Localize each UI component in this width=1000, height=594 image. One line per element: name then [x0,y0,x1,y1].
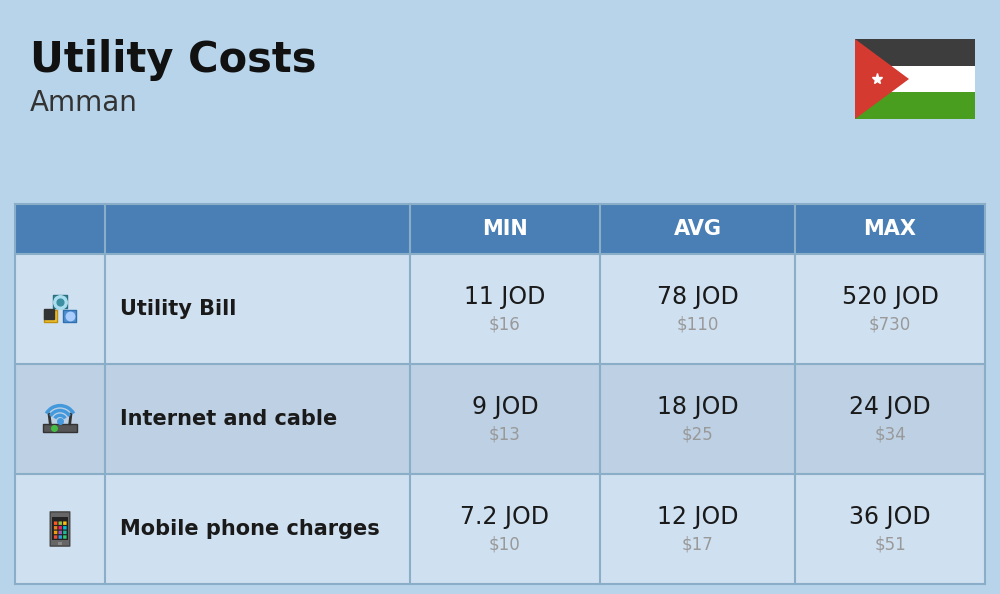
Text: 11 JOD: 11 JOD [464,285,546,309]
FancyBboxPatch shape [59,526,62,529]
Text: Amman: Amman [30,89,138,117]
FancyBboxPatch shape [63,535,67,539]
Text: $10: $10 [489,536,521,554]
Text: 78 JOD: 78 JOD [657,285,738,309]
Bar [855,39,975,66]
FancyBboxPatch shape [59,522,62,525]
Text: 36 JOD: 36 JOD [849,505,931,529]
Text: MIN: MIN [482,219,528,239]
FancyBboxPatch shape [54,530,57,534]
FancyBboxPatch shape [63,530,67,534]
Text: $51: $51 [874,536,906,554]
Bar [43,424,77,432]
Text: 12 JOD: 12 JOD [657,505,738,529]
Bar [43,424,77,432]
FancyBboxPatch shape [59,530,62,534]
FancyBboxPatch shape [63,526,67,529]
Text: MAX: MAX [864,219,916,239]
Text: Internet and cable: Internet and cable [120,409,337,429]
Bar [855,66,975,92]
FancyBboxPatch shape [59,535,62,539]
FancyBboxPatch shape [54,522,57,525]
Text: $34: $34 [874,426,906,444]
Text: $110: $110 [676,316,719,334]
Bar [52,517,68,540]
Bar [63,310,76,323]
Text: 9 JOD: 9 JOD [472,395,538,419]
Text: $17: $17 [682,536,713,554]
Text: Utility Costs: Utility Costs [30,39,316,81]
FancyBboxPatch shape [54,535,57,539]
FancyBboxPatch shape [54,526,57,529]
Bar [15,204,985,254]
Polygon shape [855,39,909,119]
Text: $13: $13 [489,426,521,444]
Text: Mobile phone charges: Mobile phone charges [120,519,380,539]
Text: $730: $730 [869,316,911,334]
Bar [58,542,62,545]
Bar [15,474,985,584]
Text: $25: $25 [682,426,713,444]
FancyBboxPatch shape [50,512,70,546]
Bar [53,295,67,308]
FancyBboxPatch shape [63,522,67,525]
Bar [15,364,985,474]
Bar [855,92,975,119]
Text: 7.2 JOD: 7.2 JOD [460,505,550,529]
Bar [15,254,985,364]
Text: 520 JOD: 520 JOD [842,285,938,309]
Text: 18 JOD: 18 JOD [657,395,738,419]
Text: AVG: AVG [674,219,722,239]
Text: $16: $16 [489,316,521,334]
Text: 24 JOD: 24 JOD [849,395,931,419]
Text: Utility Bill: Utility Bill [120,299,236,319]
Bar [44,310,57,323]
